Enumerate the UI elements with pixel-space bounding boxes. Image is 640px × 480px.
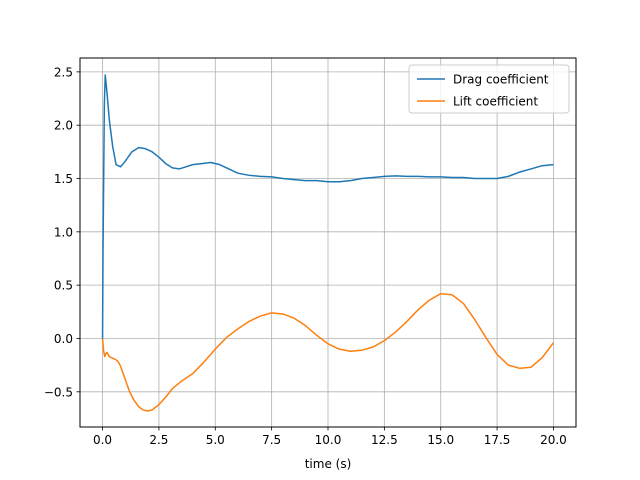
legend: Drag coefficient Lift coefficient — [408, 64, 570, 114]
y-tick-label: 2.5 — [54, 65, 73, 79]
x-tick-label: 10.0 — [315, 433, 342, 447]
x-tick-label: 2.5 — [149, 433, 168, 447]
y-tick-label: 0.5 — [54, 279, 73, 293]
grid-lines — [80, 58, 576, 427]
x-axis-label: time (s) — [305, 457, 352, 471]
y-tick-label: 1.5 — [54, 172, 73, 186]
x-tick-label: 15.0 — [427, 433, 454, 447]
legend-label-1: Lift coefficient — [453, 95, 538, 109]
legend-label-0: Drag coefficient — [453, 73, 549, 87]
y-tick-label: 0.0 — [54, 332, 73, 346]
y-tick-label: 1.0 — [54, 225, 73, 239]
x-tick-label: 17.5 — [484, 433, 511, 447]
series-line-1 — [101, 292, 555, 412]
y-tick-label: −0.5 — [44, 385, 73, 399]
series-layer — [101, 74, 555, 412]
series-line-0 — [101, 74, 554, 339]
y-axis-ticks: −0.5 0.0 0.5 1.0 1.5 2.0 2.5 — [44, 65, 80, 399]
x-tick-label: 12.5 — [371, 433, 398, 447]
x-axis-ticks: 0.0 2.5 5.0 7.5 10.0 12.5 15.0 17.5 20.0 — [93, 427, 567, 447]
legend-box — [408, 64, 570, 114]
x-tick-label: 0.0 — [93, 433, 112, 447]
x-tick-label: 7.5 — [262, 433, 281, 447]
x-tick-label: 5.0 — [206, 433, 225, 447]
y-tick-label: 2.0 — [54, 119, 73, 133]
x-tick-label: 20.0 — [540, 433, 567, 447]
